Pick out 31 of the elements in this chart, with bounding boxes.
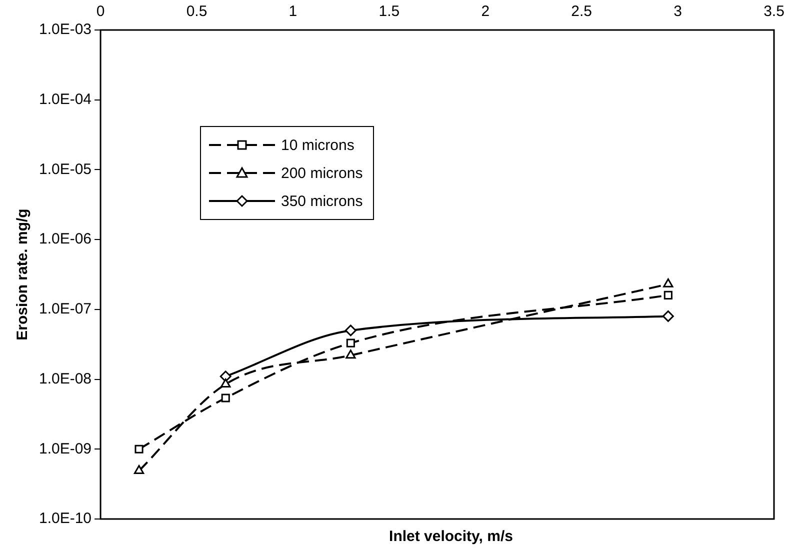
x-tick-label: 2 (481, 3, 490, 20)
point (346, 338, 355, 348)
x-axis-title: Inlet velocity, m/s (388, 528, 514, 545)
y-tick-label: 1.0E-05 (38, 160, 92, 178)
x-tick-label: 3 (674, 3, 682, 20)
point (664, 290, 672, 300)
x-tick-label: 1.5 (378, 3, 400, 20)
point (344, 324, 356, 336)
point (221, 394, 230, 402)
legend-label: 10 microns (281, 136, 354, 154)
x-tick-label: 0.5 (186, 3, 208, 20)
y-tick-label: 1.0E-06 (38, 230, 92, 248)
x-tick-label: 0 (96, 3, 105, 20)
y-axis-title: Erosion rate. mg/g (14, 208, 32, 340)
point (663, 278, 674, 288)
y-tick-label: 1.0E-09 (38, 440, 92, 458)
point (220, 378, 231, 388)
point (346, 350, 356, 359)
legend-label: 200 microns (281, 164, 363, 182)
point (134, 444, 144, 454)
y-tick-label: 1.0E-03 (38, 21, 92, 38)
y-tick-label: 1.0E-04 (38, 91, 92, 108)
x-tick-label: 3.5 (764, 3, 784, 20)
point (662, 310, 674, 322)
y-tick-label: 1.0E-08 (38, 370, 92, 388)
point (134, 465, 144, 474)
y-tick-label: 1.0E-10 (38, 510, 92, 528)
x-tick-label: 1 (288, 3, 298, 20)
y-tick-label: 1.0E-07 (38, 300, 92, 318)
legend-label: 350 microns (281, 192, 363, 210)
x-tick-label: 2.5 (571, 3, 592, 20)
